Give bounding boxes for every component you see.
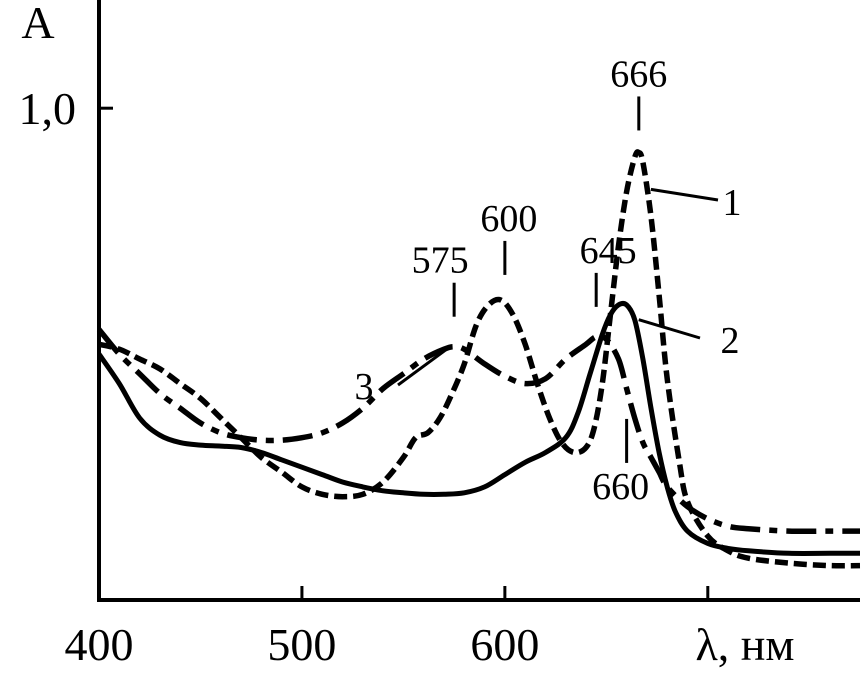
series-2-line <box>96 300 860 556</box>
series-1-line <box>98 149 861 569</box>
x-tick-label: 500 <box>267 619 336 670</box>
axes: 400 500 600 1,0 <box>19 0 860 670</box>
peak-600-label: 600 <box>480 198 537 240</box>
series-1-leader <box>650 187 719 202</box>
x-axis-title: λ, нм <box>695 619 794 670</box>
y-tick-label: 1,0 <box>19 83 77 134</box>
series-3-number: 3 <box>355 366 374 408</box>
series-2-leader <box>638 318 701 340</box>
series-3-leader <box>397 345 452 387</box>
x-tick-label: 400 <box>65 619 134 670</box>
peak-575-label: 575 <box>412 240 469 282</box>
x-tick-label: 600 <box>470 619 539 670</box>
series-3-line <box>96 327 860 535</box>
series-layer <box>96 149 861 569</box>
peak-666-label: 666 <box>610 53 667 95</box>
y-axis-title: A <box>21 0 54 48</box>
annotation-layer: 1 2 3 666 600 575 645 660 <box>355 53 742 507</box>
peak-645-label: 645 <box>580 230 637 272</box>
series-2-number: 2 <box>721 320 740 362</box>
peak-660-label: 660 <box>592 466 649 508</box>
series-1-number: 1 <box>723 182 742 224</box>
